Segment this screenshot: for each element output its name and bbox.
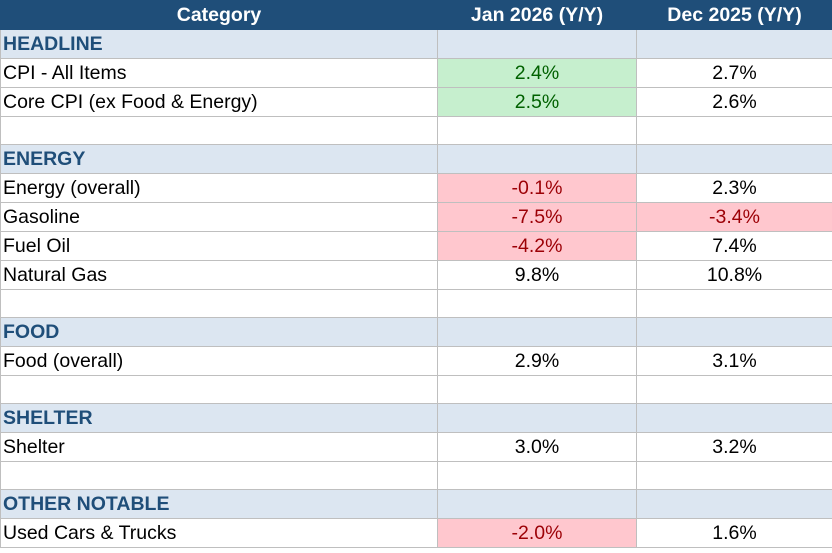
empty-cell: [636, 375, 832, 404]
jan-2026-value: 2.9%: [437, 346, 637, 376]
spacer-row: [0, 289, 832, 318]
section-empty-cell: [437, 144, 637, 174]
empty-cell: [0, 375, 438, 404]
dec-2025-value: 3.1%: [636, 346, 832, 376]
table-row: Fuel Oil -4.2% 7.4%: [0, 231, 832, 261]
section-label: HEADLINE: [0, 29, 438, 59]
header-dec-2025: Dec 2025 (Y/Y): [636, 0, 832, 30]
empty-cell: [636, 289, 832, 318]
table-row: Gasoline -7.5% -3.4%: [0, 202, 832, 232]
section-empty-cell: [437, 317, 637, 347]
section-empty-cell: [437, 489, 637, 519]
dec-2025-value: 1.6%: [636, 518, 832, 548]
jan-2026-value: -0.1%: [437, 173, 637, 203]
header-jan-2026: Jan 2026 (Y/Y): [437, 0, 637, 30]
empty-cell: [437, 289, 637, 318]
row-label: Food (overall): [0, 346, 438, 376]
section-label: OTHER NOTABLE: [0, 489, 438, 519]
spacer-row: [0, 375, 832, 404]
section-empty-cell: [636, 29, 832, 59]
header-category: Category: [0, 0, 438, 30]
row-label: Used Cars & Trucks: [0, 518, 438, 548]
table-row: Used Cars & Trucks -2.0% 1.6%: [0, 518, 832, 548]
table-body: HEADLINE CPI - All Items 2.4% 2.7% Core CPI …: [0, 29, 832, 548]
row-label: Core CPI (ex Food & Energy): [0, 87, 438, 117]
dec-2025-value: 7.4%: [636, 231, 832, 261]
section-label: SHELTER: [0, 403, 438, 433]
empty-cell: [636, 461, 832, 490]
table-row: CPI - All Items 2.4% 2.7%: [0, 58, 832, 88]
table-row: Core CPI (ex Food & Energy) 2.5% 2.6%: [0, 87, 832, 117]
section-empty-cell: [437, 403, 637, 433]
empty-cell: [437, 116, 637, 145]
section-label: FOOD: [0, 317, 438, 347]
section-label: ENERGY: [0, 144, 438, 174]
dec-2025-value: 3.2%: [636, 432, 832, 462]
section-empty-cell: [636, 144, 832, 174]
row-label: Fuel Oil: [0, 231, 438, 261]
jan-2026-value: -7.5%: [437, 202, 637, 232]
dec-2025-value: 10.8%: [636, 260, 832, 290]
dec-2025-value: 2.7%: [636, 58, 832, 88]
table-row: Food (overall) 2.9% 3.1%: [0, 346, 832, 376]
section-empty-cell: [636, 489, 832, 519]
row-label: Shelter: [0, 432, 438, 462]
section-row: OTHER NOTABLE: [0, 489, 832, 519]
jan-2026-value: 2.5%: [437, 87, 637, 117]
empty-cell: [0, 116, 438, 145]
row-label: Gasoline: [0, 202, 438, 232]
spacer-row: [0, 116, 832, 145]
section-row: HEADLINE: [0, 29, 832, 59]
section-empty-cell: [636, 403, 832, 433]
section-row: SHELTER: [0, 403, 832, 433]
header-row: Category Jan 2026 (Y/Y) Dec 2025 (Y/Y): [0, 0, 832, 30]
jan-2026-value: 2.4%: [437, 58, 637, 88]
section-empty-cell: [437, 29, 637, 59]
empty-cell: [0, 289, 438, 318]
section-row: ENERGY: [0, 144, 832, 174]
jan-2026-value: 9.8%: [437, 260, 637, 290]
dec-2025-value: 2.6%: [636, 87, 832, 117]
jan-2026-value: -2.0%: [437, 518, 637, 548]
row-label: CPI - All Items: [0, 58, 438, 88]
spacer-row: [0, 461, 832, 490]
section-row: FOOD: [0, 317, 832, 347]
jan-2026-value: -4.2%: [437, 231, 637, 261]
table-row: Shelter 3.0% 3.2%: [0, 432, 832, 462]
dec-2025-value: -3.4%: [636, 202, 832, 232]
section-empty-cell: [636, 317, 832, 347]
empty-cell: [636, 116, 832, 145]
row-label: Energy (overall): [0, 173, 438, 203]
empty-cell: [437, 461, 637, 490]
row-label: Natural Gas: [0, 260, 438, 290]
empty-cell: [0, 461, 438, 490]
empty-cell: [437, 375, 637, 404]
table-row: Energy (overall) -0.1% 2.3%: [0, 173, 832, 203]
table-row: Natural Gas 9.8% 10.8%: [0, 260, 832, 290]
dec-2025-value: 2.3%: [636, 173, 832, 203]
jan-2026-value: 3.0%: [437, 432, 637, 462]
